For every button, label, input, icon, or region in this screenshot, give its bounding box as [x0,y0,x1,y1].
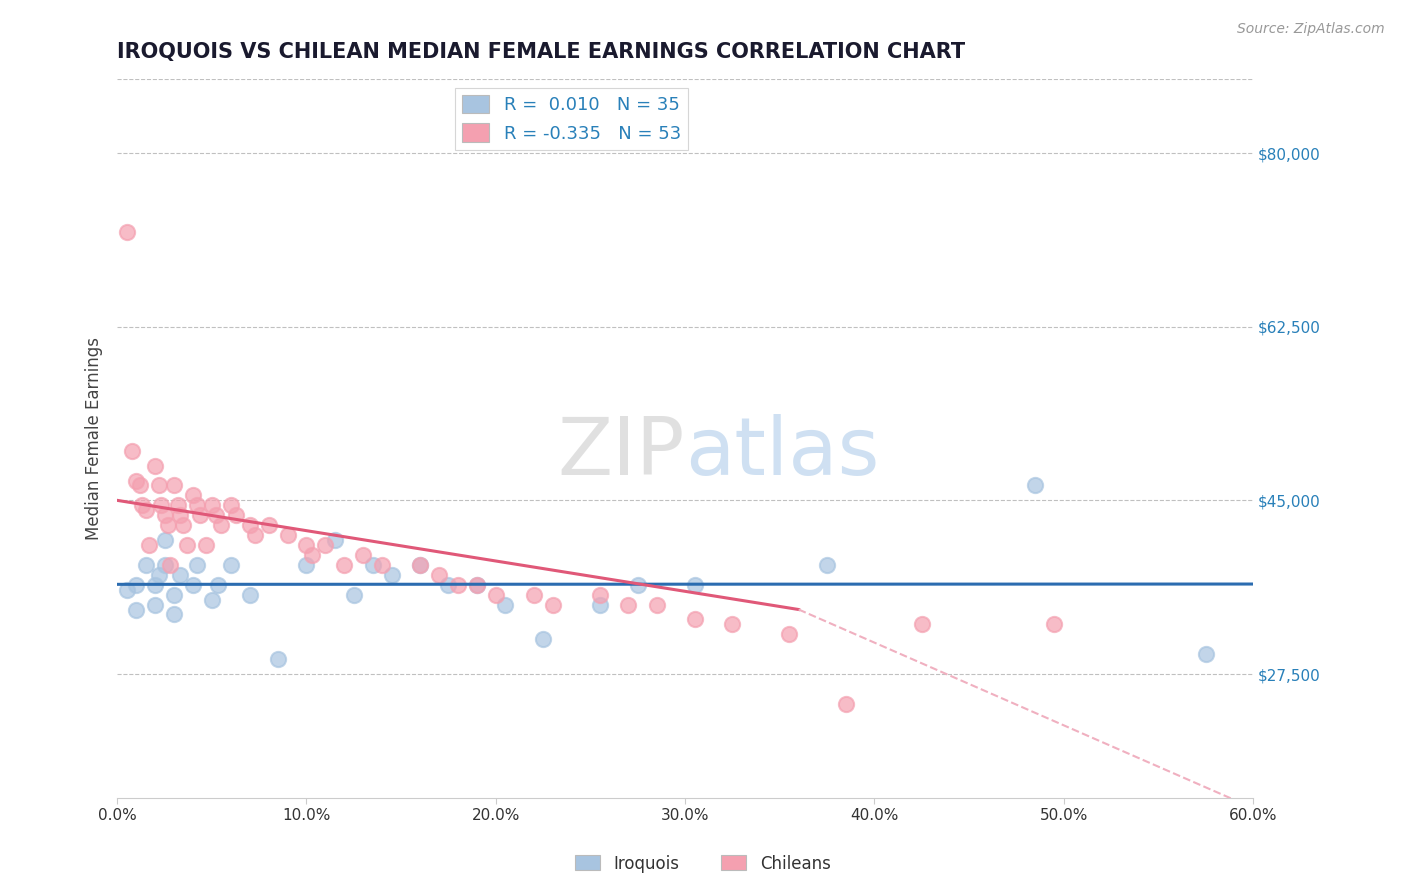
Point [131,498,153,512]
Point [427,567,450,582]
Point [125,577,148,591]
Point [186,558,208,572]
Point [219,498,242,512]
Point [1024,478,1046,492]
Point [159,558,181,572]
Legend: R =  0.010   N = 35, R = -0.335   N = 53: R = 0.010 N = 35, R = -0.335 N = 53 [456,87,688,150]
Point [485,588,508,602]
Point [201,592,224,607]
Point [721,617,744,632]
Point [153,508,176,523]
Point [135,558,157,572]
Legend: Iroquois, Chileans: Iroquois, Chileans [569,848,837,880]
Point [301,548,323,562]
Point [163,588,186,602]
Point [129,478,152,492]
Point [683,612,706,626]
Point [181,577,204,591]
Point [219,558,242,572]
Point [541,598,564,612]
Point [371,558,394,572]
Point [148,478,170,492]
Point [343,588,366,602]
Point [239,518,262,533]
Point [494,598,516,612]
Point [437,577,460,591]
Text: atlas: atlas [685,414,879,491]
Point [207,577,229,591]
Point [172,518,194,533]
Y-axis label: Median Female Earnings: Median Female Earnings [86,337,103,540]
Point [143,598,166,612]
Point [143,577,166,591]
Point [617,598,640,612]
Point [169,508,191,523]
Point [815,558,838,572]
Point [911,617,934,632]
Point [143,458,166,473]
Point [239,588,262,602]
Point [683,577,706,591]
Point [225,508,247,523]
Point [589,598,612,612]
Point [465,577,488,591]
Point [195,538,218,552]
Point [295,558,318,572]
Text: Source: ZipAtlas.com: Source: ZipAtlas.com [1237,22,1385,37]
Point [361,558,384,572]
Point [157,518,180,533]
Point [257,518,280,533]
Point [523,588,546,602]
Point [166,498,188,512]
Point [148,567,170,582]
Point [163,607,186,622]
Point [135,503,157,517]
Point [163,478,186,492]
Point [323,533,346,547]
Point [627,577,650,591]
Point [181,488,204,502]
Point [204,508,226,523]
Point [169,567,191,582]
Point [778,627,800,641]
Point [125,474,148,488]
Point [1043,617,1066,632]
Point [1194,647,1216,661]
Point [645,598,668,612]
Point [115,226,138,240]
Point [589,588,612,602]
Point [409,558,432,572]
Point [267,652,290,666]
Point [149,498,172,512]
Point [381,567,404,582]
Point [125,602,148,616]
Point [531,632,554,647]
Point [121,443,143,458]
Point [245,528,267,542]
Point [465,577,488,591]
Point [409,558,432,572]
Text: IROQUOIS VS CHILEAN MEDIAN FEMALE EARNINGS CORRELATION CHART: IROQUOIS VS CHILEAN MEDIAN FEMALE EARNIN… [117,42,966,62]
Point [333,558,356,572]
Point [277,528,299,542]
Point [447,577,470,591]
Point [314,538,336,552]
Point [209,518,232,533]
Point [201,498,224,512]
Point [138,538,160,552]
Point [153,533,176,547]
Point [115,582,138,597]
Point [190,508,212,523]
Point [186,498,208,512]
Point [352,548,374,562]
Point [153,558,176,572]
Point [835,697,858,711]
Text: ZIP: ZIP [558,414,685,491]
Point [176,538,198,552]
Point [295,538,318,552]
